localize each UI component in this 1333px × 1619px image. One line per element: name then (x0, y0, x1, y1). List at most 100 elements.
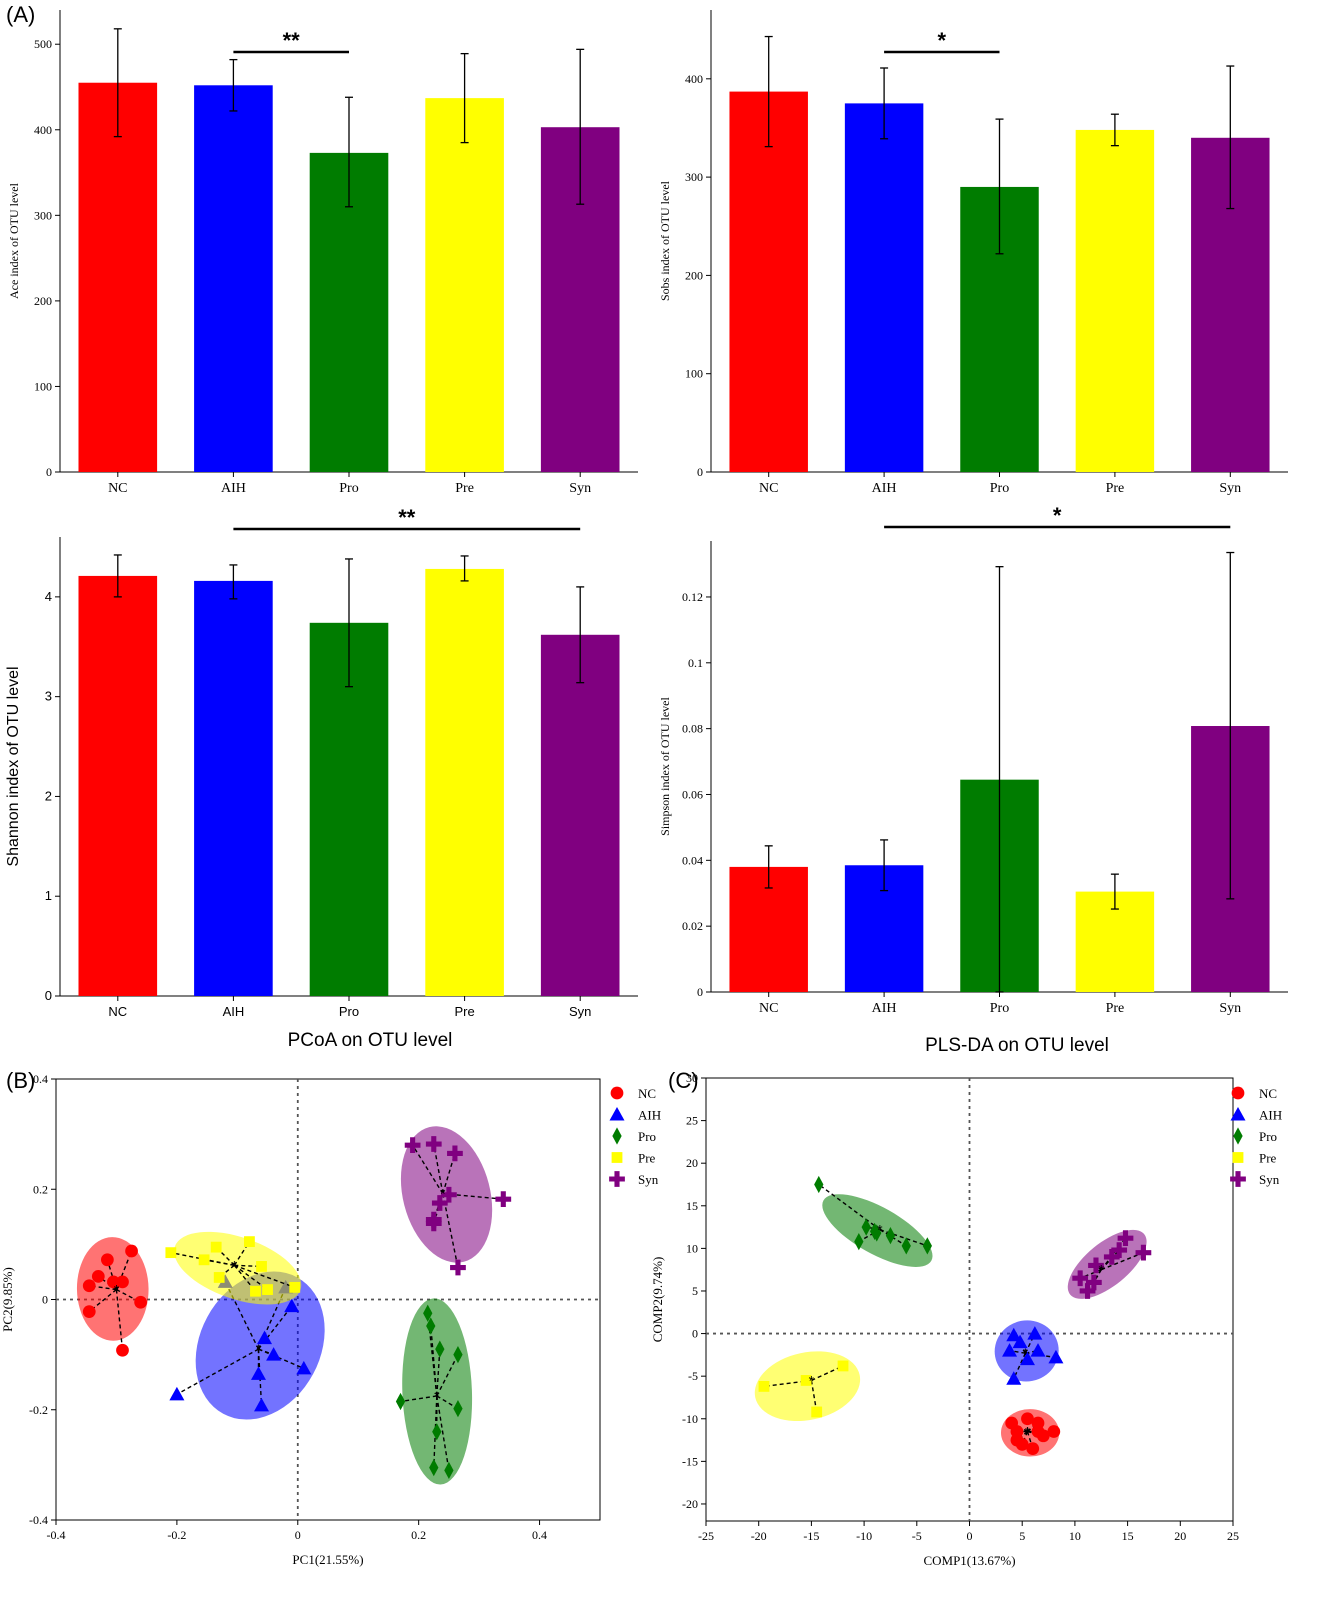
plot-frame (705, 1077, 1234, 1522)
y-tick-label: 200 (685, 268, 703, 282)
ellipse-pro (402, 1298, 473, 1485)
point-aih (1019, 1351, 1035, 1366)
legend-label: Pro (1259, 1129, 1277, 1144)
x-tick-label: Pre (1106, 1001, 1125, 1016)
legend-label: Syn (638, 1172, 659, 1187)
point-syn (441, 1186, 457, 1203)
point-pro (861, 1218, 871, 1236)
x-tick-label: Pro (990, 1001, 1009, 1016)
point-nc (107, 1275, 120, 1289)
y-tick-label: 1 (45, 888, 52, 903)
centroid-spoke (1100, 1249, 1120, 1271)
point-nc (116, 1275, 129, 1289)
sobs-bar-chart: 0 100 200 300 400 NC AIH Pro Pre Syn Sobs index of… (658, 10, 1288, 496)
point-pro (423, 1304, 433, 1322)
panel-label-a: (A) (6, 2, 35, 27)
point-syn (1135, 1244, 1152, 1261)
point-syn (1117, 1230, 1134, 1247)
y-tick-label: 0 (42, 1293, 48, 1307)
x-tick-label: 0.2 (411, 1528, 426, 1542)
point-pre (289, 1281, 301, 1293)
significance-label: * (938, 28, 947, 53)
x-tick-label: NC (108, 1004, 127, 1019)
bar-pre (425, 98, 504, 472)
centroid-spoke (176, 1348, 259, 1395)
x-tick-label: -25 (698, 1529, 714, 1543)
y-axis-label: Sobs index of OTU level (658, 180, 672, 301)
point-aih (1027, 1326, 1043, 1340)
x-tick-label: Pre (455, 481, 474, 496)
point-syn (1085, 1274, 1102, 1291)
point-pre (198, 1254, 210, 1266)
point-pro (901, 1237, 911, 1255)
y-tick-label: -20 (682, 1497, 698, 1511)
y-tick-label: 300 (34, 208, 52, 222)
significance-label: * (1053, 503, 1062, 528)
point-pre (210, 1241, 222, 1253)
y-tick-label: 0 (697, 985, 703, 999)
point-aih (284, 1298, 300, 1313)
point-pro (885, 1226, 896, 1245)
y-tick-label: 0.1 (688, 656, 703, 670)
y-tick-label: 200 (34, 294, 52, 308)
point-aih (1006, 1327, 1022, 1342)
centroid-marker: * (1023, 1345, 1029, 1361)
x-tick-label: Pre (454, 1004, 474, 1019)
point-aih (250, 1366, 266, 1380)
legend-label: NC (1259, 1086, 1277, 1101)
x-tick-label: 20 (1174, 1529, 1186, 1543)
x-tick-label: 0 (295, 1528, 301, 1542)
x-tick-label: -0.2 (167, 1528, 186, 1542)
shannon-bar-chart: 0 1 2 3 4 NC AIH Pro Pre Syn Shannon index of OTU … (5, 505, 638, 1019)
legend-marker-aih (1230, 1107, 1246, 1121)
point-syn (425, 1211, 442, 1228)
bar-nc (78, 575, 158, 996)
centroid-spoke (442, 1193, 459, 1268)
ellipse-syn (1067, 1229, 1147, 1299)
y-tick-label: 0 (45, 988, 52, 1003)
legend-label: NC (638, 1086, 656, 1101)
centroid-spoke (1016, 1431, 1028, 1441)
x-tick-label: Syn (1219, 481, 1241, 496)
centroid-spoke (412, 1144, 444, 1195)
centroid-marker: * (1025, 1424, 1031, 1440)
legend-label: Pro (638, 1129, 656, 1144)
point-syn (404, 1137, 421, 1154)
point-pro (453, 1400, 463, 1418)
ellipse-pre (754, 1351, 861, 1422)
bar-nc (78, 82, 158, 472)
y-tick-label: 400 (34, 123, 52, 137)
significance-label: ** (398, 505, 416, 530)
legend-marker-pro (1233, 1127, 1243, 1145)
point-nc (82, 1279, 96, 1293)
x-tick-label: Pre (1106, 481, 1125, 496)
y-tick-label: 15 (686, 1199, 698, 1213)
point-pro (444, 1461, 454, 1480)
centroid-marker: * (256, 1341, 262, 1357)
point-syn (450, 1259, 466, 1276)
point-aih (1006, 1371, 1022, 1385)
point-nc (1015, 1437, 1029, 1451)
y-tick-label: 4 (45, 589, 52, 604)
centroid-spoke (818, 1183, 881, 1231)
point-nc (1031, 1425, 1045, 1438)
bar-aih (194, 85, 273, 473)
x-tick-label: 0 (967, 1529, 973, 1543)
centroid-spoke (436, 1354, 459, 1397)
bar-pre (1075, 129, 1155, 472)
x-tick-label: AIH (872, 481, 897, 496)
centroid-spoke (1009, 1349, 1026, 1354)
legend-label: Pre (638, 1151, 656, 1166)
legend-label: Syn (1259, 1172, 1280, 1187)
legend-label: AIH (1259, 1108, 1282, 1123)
point-nc (1047, 1425, 1061, 1438)
legend-marker-pre (1232, 1152, 1244, 1163)
x-tick-label: -0.4 (47, 1528, 66, 1542)
y-tick-label: 0 (692, 1327, 698, 1341)
point-aih (169, 1386, 185, 1401)
y-tick-label: 0.02 (682, 919, 703, 933)
y-tick-label: 10 (686, 1241, 698, 1255)
centroid-spoke (1013, 1352, 1026, 1380)
point-syn (1103, 1249, 1120, 1265)
